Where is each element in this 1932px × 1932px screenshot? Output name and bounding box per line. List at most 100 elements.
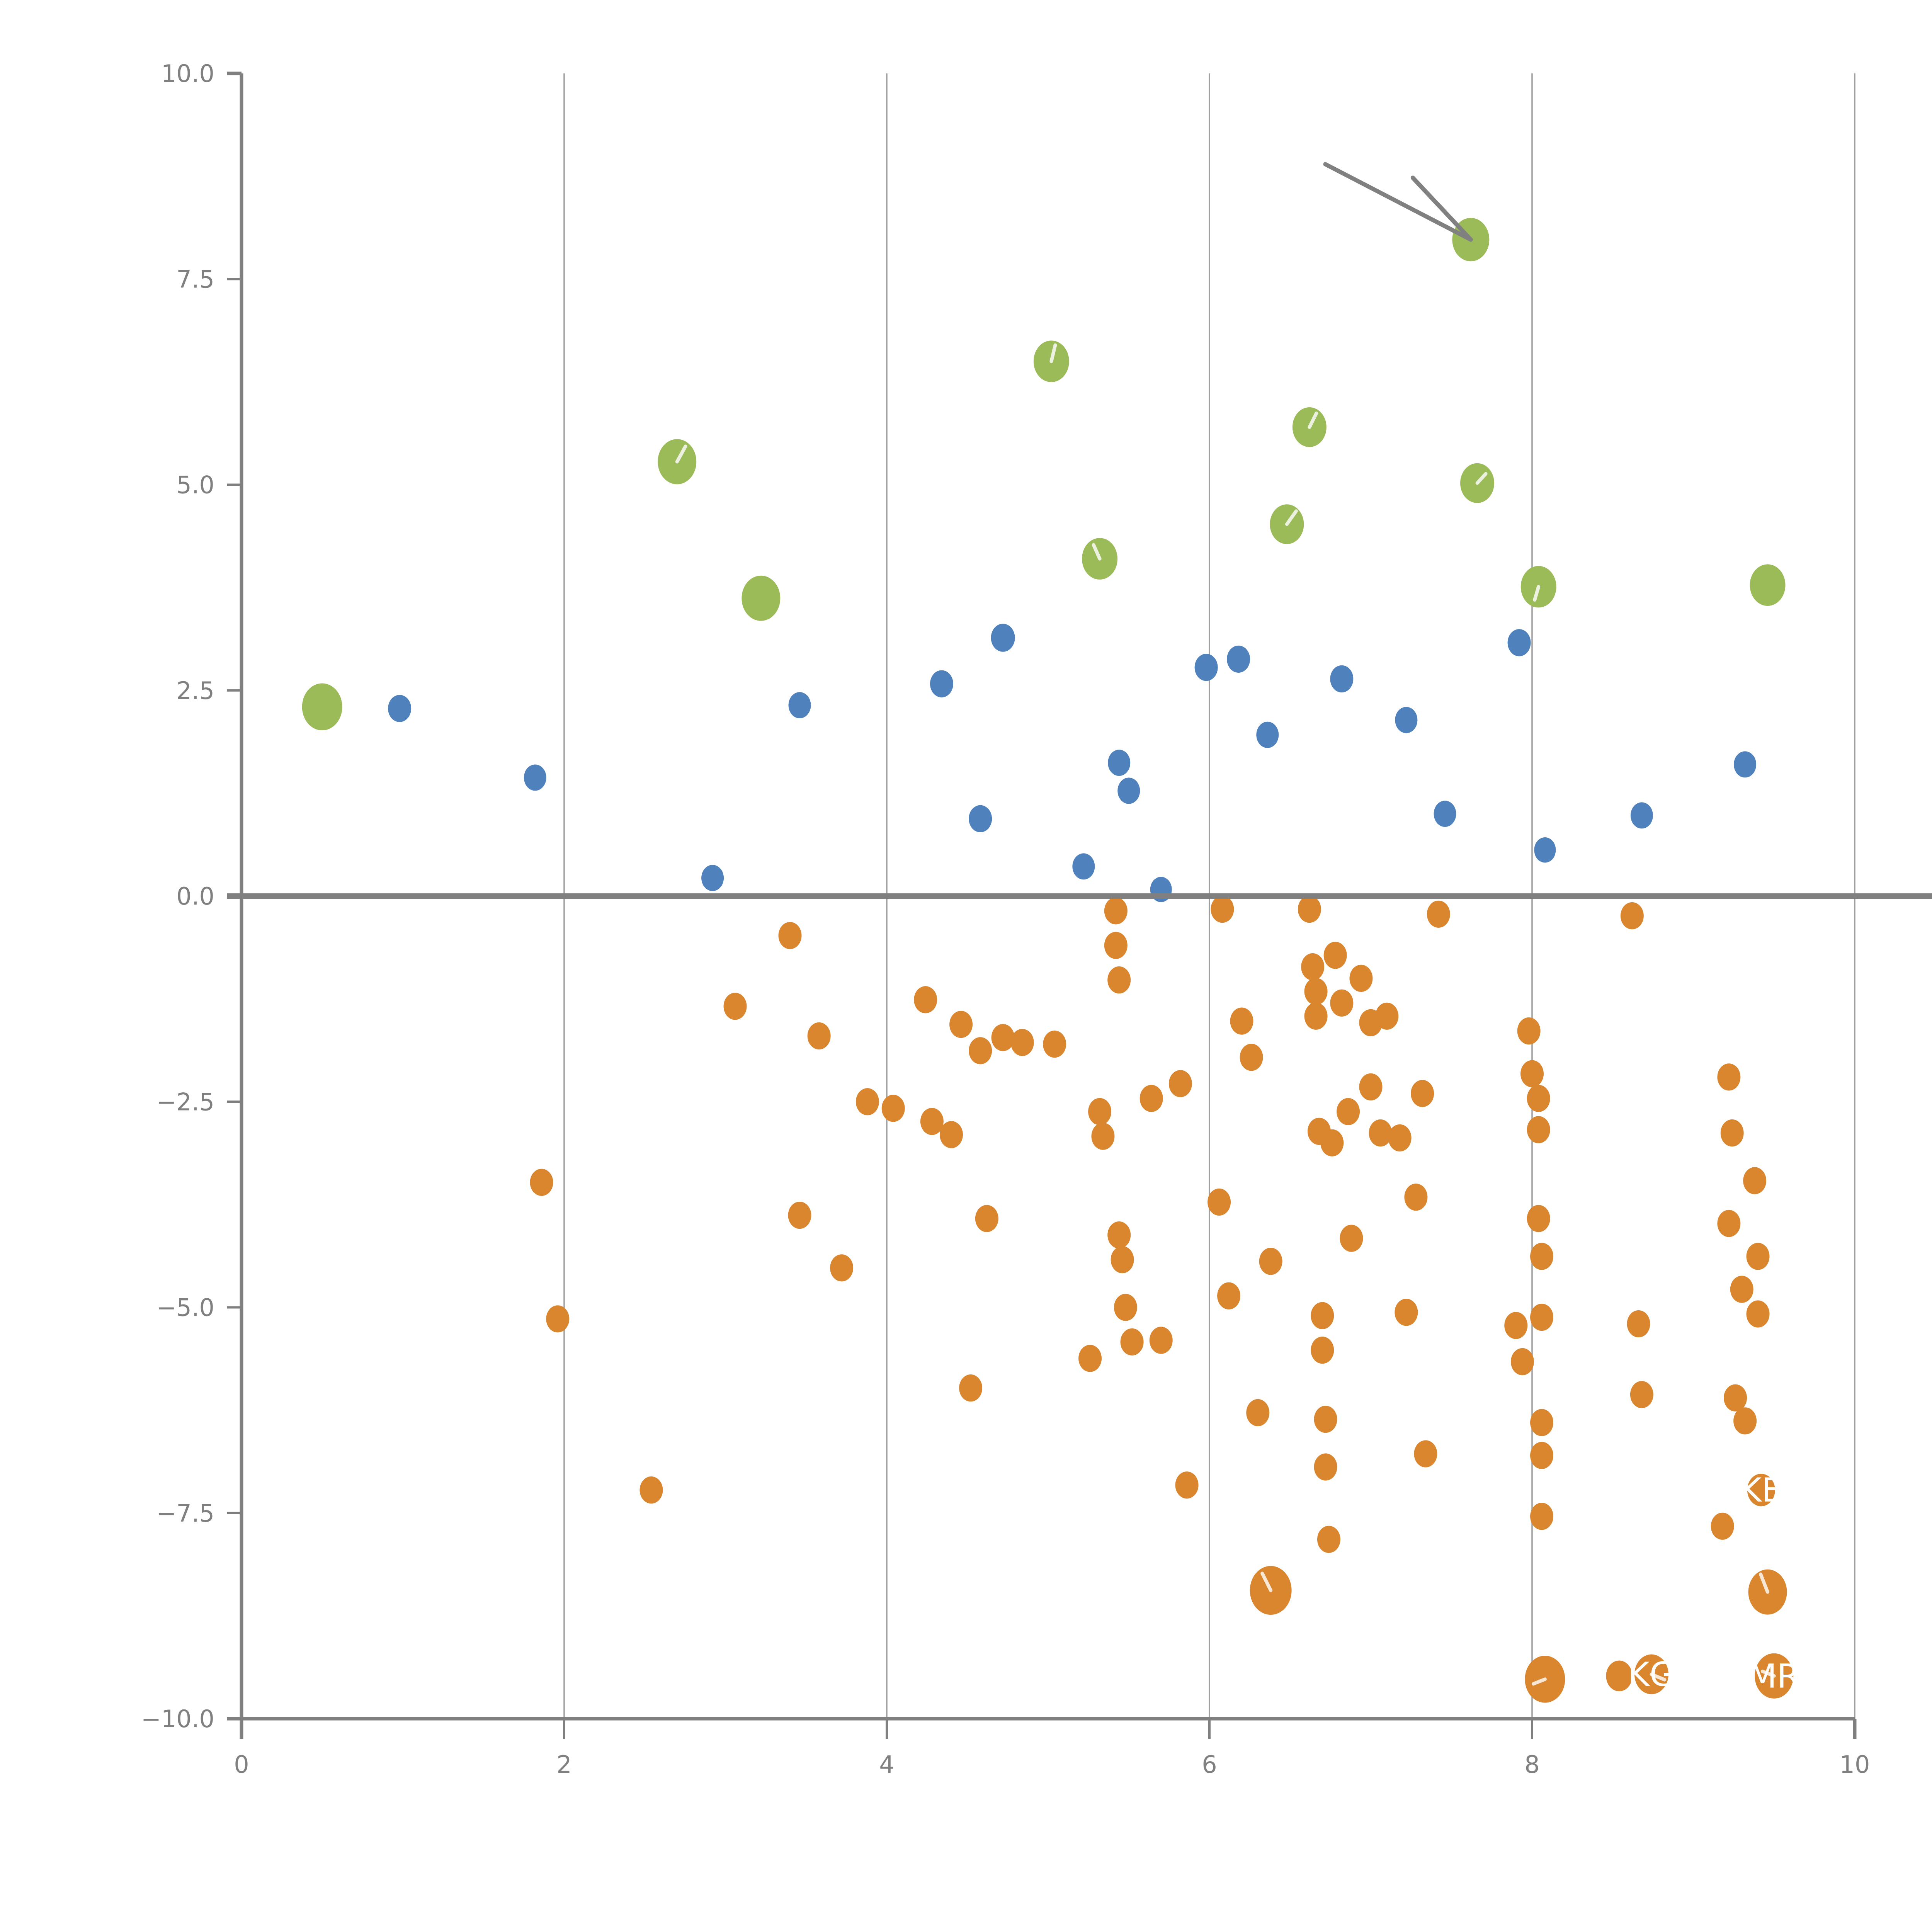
scatter-point[interactable] <box>1259 1248 1282 1275</box>
scatter-point[interactable] <box>1724 1384 1747 1412</box>
scatter-point[interactable] <box>1217 1282 1241 1310</box>
scatter-point[interactable] <box>1720 1119 1744 1147</box>
scatter-point[interactable] <box>1630 1381 1653 1408</box>
scatter-point[interactable] <box>1527 1085 1550 1112</box>
scatter-point[interactable] <box>1078 1345 1102 1372</box>
scatter-point[interactable] <box>1256 721 1279 748</box>
scatter-point[interactable] <box>1227 645 1250 673</box>
scatter-point[interactable] <box>1330 665 1354 693</box>
scatter-point[interactable] <box>969 1037 992 1065</box>
scatter-point[interactable] <box>1411 1080 1434 1107</box>
scatter-point[interactable] <box>1108 750 1131 776</box>
scatter-point[interactable] <box>1388 1124 1412 1152</box>
scatter-point[interactable] <box>1010 1029 1034 1056</box>
scatter-point[interactable] <box>1104 897 1128 925</box>
scatter-point[interactable] <box>1750 564 1786 606</box>
scatter-point[interactable] <box>1175 1471 1199 1499</box>
scatter-point[interactable] <box>1530 1303 1554 1331</box>
scatter-point[interactable] <box>975 1205 998 1232</box>
scatter-point[interactable] <box>1630 802 1653 829</box>
scatter-point[interactable] <box>1323 942 1347 969</box>
scatter-point[interactable] <box>1530 1409 1554 1436</box>
scatter-point[interactable] <box>914 986 937 1014</box>
scatter-point[interactable] <box>1043 1031 1066 1058</box>
scatter-point[interactable] <box>1208 1188 1231 1216</box>
scatter-point[interactable] <box>1298 895 1321 923</box>
scatter-point[interactable] <box>1114 1294 1137 1321</box>
scatter-point[interactable] <box>1349 964 1373 992</box>
scatter-point[interactable] <box>1149 1327 1173 1354</box>
scatter-point[interactable] <box>920 1108 944 1135</box>
scatter-point[interactable] <box>1314 1405 1337 1433</box>
scatter-point[interactable] <box>388 695 412 722</box>
scatter-point[interactable] <box>1395 1299 1418 1326</box>
scatter-point[interactable] <box>723 993 747 1020</box>
scatter-point[interactable] <box>1311 1302 1334 1329</box>
scatter-point[interactable] <box>1240 1044 1263 1071</box>
scatter-point[interactable] <box>1627 1310 1650 1338</box>
scatter-point[interactable] <box>1414 1440 1437 1468</box>
scatter-point[interactable] <box>949 1011 973 1038</box>
scatter-point[interactable] <box>1606 1660 1633 1692</box>
scatter-point[interactable] <box>807 1022 831 1050</box>
scatter-point[interactable] <box>1534 837 1556 863</box>
scatter-point[interactable] <box>1530 1503 1554 1530</box>
scatter-point[interactable] <box>546 1305 570 1333</box>
scatter-point[interactable] <box>778 922 802 949</box>
scatter-point[interactable] <box>1337 1098 1360 1125</box>
scatter-point[interactable] <box>1301 953 1325 981</box>
scatter-point[interactable] <box>1527 1116 1550 1143</box>
scatter-point[interactable] <box>788 692 811 719</box>
scatter-point[interactable] <box>530 1168 553 1196</box>
scatter-point[interactable] <box>1746 1243 1770 1270</box>
scatter-point[interactable] <box>1088 1098 1112 1125</box>
scatter-point[interactable] <box>1520 1060 1544 1087</box>
scatter-point[interactable] <box>959 1374 983 1402</box>
scatter-point[interactable] <box>1091 1122 1115 1150</box>
scatter-point[interactable] <box>1107 1221 1131 1249</box>
scatter-point[interactable] <box>930 670 953 697</box>
scatter-point[interactable] <box>1320 1129 1344 1156</box>
scatter-point[interactable] <box>1104 932 1128 959</box>
scatter-point[interactable] <box>1404 1184 1428 1211</box>
scatter-point[interactable] <box>639 1476 663 1504</box>
scatter-point[interactable] <box>1527 1205 1550 1232</box>
scatter-point[interactable] <box>1746 1300 1770 1328</box>
scatter-point[interactable] <box>1530 1243 1554 1270</box>
scatter-point[interactable] <box>1395 707 1418 733</box>
scatter-point[interactable] <box>788 1201 811 1229</box>
scatter-point[interactable] <box>940 1121 963 1148</box>
scatter-point[interactable] <box>701 865 724 891</box>
scatter-point[interactable] <box>1427 900 1450 928</box>
scatter-point[interactable] <box>1311 1337 1334 1364</box>
scatter-point[interactable] <box>1120 1328 1144 1356</box>
scatter-point[interactable] <box>881 1095 905 1122</box>
scatter-point[interactable] <box>1510 1348 1534 1376</box>
scatter-point[interactable] <box>1117 777 1140 804</box>
scatter-point[interactable] <box>1369 1119 1392 1147</box>
scatter-point[interactable] <box>1730 1276 1753 1303</box>
scatter-point[interactable] <box>1375 1002 1399 1030</box>
scatter-point[interactable] <box>1111 1246 1134 1274</box>
scatter-point[interactable] <box>1504 1312 1528 1339</box>
scatter-point[interactable] <box>1230 1007 1253 1035</box>
scatter-point[interactable] <box>1620 902 1644 930</box>
scatter-point[interactable] <box>1194 654 1218 681</box>
scatter-point[interactable] <box>1507 629 1531 656</box>
scatter-point[interactable] <box>1734 751 1757 778</box>
scatter-point[interactable] <box>1359 1073 1383 1101</box>
scatter-point[interactable] <box>1107 966 1131 994</box>
scatter-point[interactable] <box>991 1024 1015 1051</box>
scatter-point[interactable] <box>1717 1210 1741 1237</box>
scatter-point[interactable] <box>1733 1407 1757 1435</box>
scatter-point[interactable] <box>969 805 992 832</box>
scatter-point[interactable] <box>1517 1017 1541 1045</box>
scatter-point[interactable] <box>830 1254 854 1282</box>
scatter-point[interactable] <box>524 764 546 791</box>
scatter-point[interactable] <box>1304 978 1328 1005</box>
scatter-point[interactable] <box>991 624 1015 652</box>
scatter-point[interactable] <box>1747 1474 1775 1507</box>
scatter-point[interactable] <box>1317 1526 1340 1553</box>
scatter-point[interactable] <box>1211 895 1234 923</box>
scatter-point[interactable] <box>1717 1063 1741 1091</box>
